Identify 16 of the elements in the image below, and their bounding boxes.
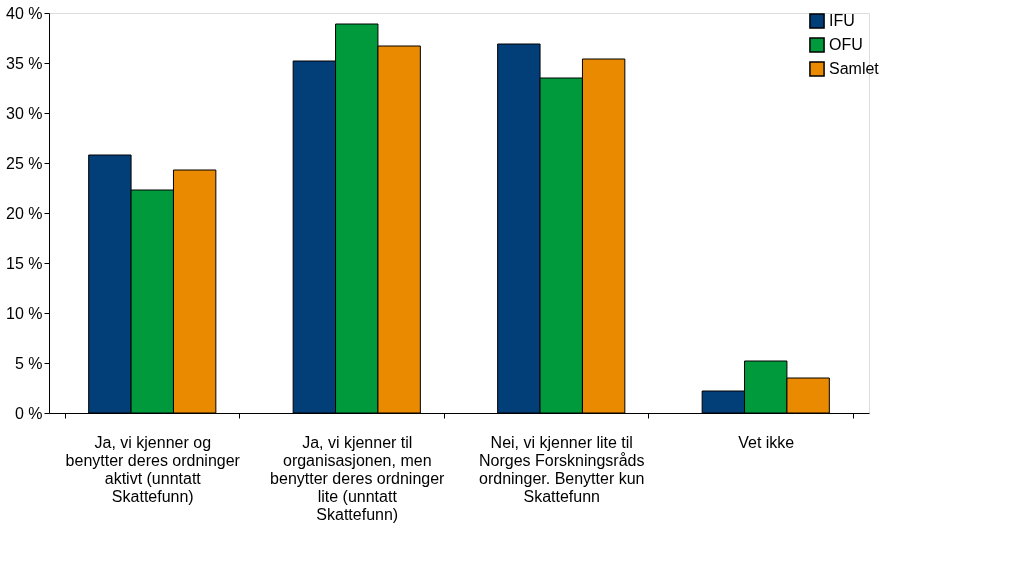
y-tick-label: 10 %: [6, 304, 43, 322]
x-tick-label: Nei, vi kjenner lite til Norges Forskningsråds ordninger. Benytter kun Skattefunn: [479, 433, 645, 505]
x-tick-label: Ja, vi kjenner til organisasjonen, men benytter deres ordninger lite (unntatt Skattefunn): [270, 433, 446, 523]
y-tick-label: 35 %: [6, 54, 43, 72]
legend-label: Samlet: [829, 60, 880, 77]
x-tick-label: Ja, vi kjenner og benytter deres ordninger aktivt (unntatt Skattefunn): [65, 433, 241, 505]
legend-label: IFU: [829, 12, 855, 29]
y-tick-label: 40 %: [6, 4, 43, 22]
y-tick-label: 0 %: [14, 404, 43, 422]
legend-label: OFU: [829, 36, 863, 53]
y-tick-label: 30 %: [6, 104, 43, 122]
y-tick-label: 15 %: [6, 254, 43, 272]
y-tick-label: 5 %: [14, 354, 43, 372]
x-tick-label: Vet ikke: [738, 433, 795, 451]
y-tick-label: 20 %: [6, 204, 43, 222]
y-tick-label: 25 %: [6, 154, 43, 172]
